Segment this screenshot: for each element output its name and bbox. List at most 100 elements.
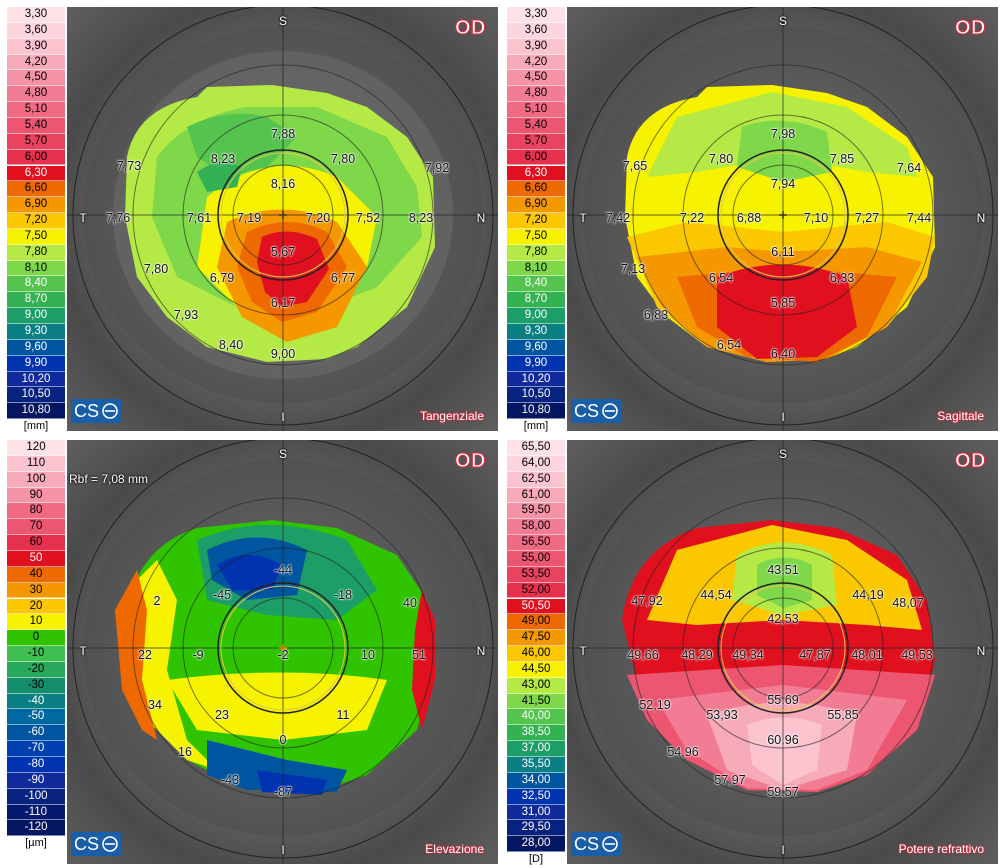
legend-step: 44,50	[507, 661, 565, 678]
map-value-label: 10	[361, 648, 375, 662]
legend-step: 8,10	[7, 260, 65, 277]
map-value-label: 8,40	[218, 338, 244, 352]
brand-logo: CS	[71, 832, 121, 856]
legend-step: 7,20	[7, 213, 65, 229]
map-value-label: 6,77	[330, 271, 356, 285]
legend-step: 47,50	[507, 630, 565, 647]
map-value-label: 7,98	[770, 127, 796, 141]
map-value-label: 7,19	[236, 211, 262, 225]
legend-step: 43,00	[507, 677, 565, 694]
panel-elevation-map[interactable]: 120 110 100 90 80 70 60 50 40 30 20 10 0 -10 -20 -30 -40…	[0, 433, 498, 864]
map-value-label: -45	[212, 588, 232, 602]
corneal-color-map	[622, 520, 935, 792]
map-value-label: 6,11	[771, 245, 795, 259]
color-scale-legend: 120 110 100 90 80 70 60 50 40 30 20 10 0 -10 -20 -30 -40…	[0, 433, 67, 863]
color-scale-legend: 3,30 3,60 3,90 4,20 4,50 4,80 5,10 5,40 5,70 6,00…	[0, 0, 67, 432]
map-value-label: 2	[153, 594, 161, 608]
map-value-label: 6,17	[270, 296, 296, 310]
panel-tangential-map[interactable]: 3,30 3,60 3,90 4,20 4,50 4,80 5,10 5,40 5,70 6,00…	[0, 0, 498, 432]
map-value-label: 48,07	[892, 596, 924, 610]
legend-step: 3,90	[7, 38, 65, 55]
legend-step: 32,50	[507, 788, 565, 805]
legend-step: -10	[7, 646, 65, 662]
legend-step: 70	[7, 519, 65, 536]
map-value-label: 6,54	[708, 271, 734, 285]
legend-step: 0	[7, 630, 65, 647]
legend-step: -100	[7, 788, 65, 805]
legend-step: -110	[7, 804, 65, 821]
panel-refractive-power-map[interactable]: 65,50 64,00 62,50 61,00 59,50 58,00 56,50 55,00…	[500, 433, 998, 866]
topography-map[interactable]: S I T N 7,98 7,65 7,80 7,85 7,64 7,94 7,42 7,22…	[567, 7, 998, 431]
legend-step: 4,20	[7, 54, 65, 71]
legend-step: 41,50	[507, 693, 565, 710]
legend-step: 34,00	[507, 772, 565, 789]
brand-logo: CS	[571, 399, 621, 423]
legend-step: 59,50	[507, 503, 565, 520]
map-value-label: 55,69	[767, 693, 799, 707]
legend-step: 38,50	[507, 725, 565, 742]
legend-step: 9,60	[507, 339, 565, 356]
map-value-label: 6,40	[770, 347, 796, 361]
map-value-label: 16	[178, 745, 192, 759]
legend-step: 8,70	[507, 292, 565, 309]
panel-sagittal-map[interactable]: 3,30 3,60 3,90 4,20 4,50 4,80 5,10 5,40 5,70 6,00…	[500, 0, 998, 432]
legend-step: 9,90	[507, 355, 565, 372]
axis-inferior-label: I	[281, 843, 285, 857]
legend-step: 50,50	[507, 598, 565, 615]
topography-map[interactable]: S I T N 43,51 47,92 44,54 44,19 48,07 42,53 49…	[567, 440, 998, 864]
map-type-title: Sagittale	[937, 409, 984, 423]
axis-temporal-label: T	[579, 211, 587, 225]
legend-step: 31,00	[507, 804, 565, 821]
legend-step: 10,50	[507, 387, 565, 404]
map-value-label: 47,87	[799, 648, 831, 662]
map-graphic	[567, 7, 998, 431]
legend-step: 5,40	[7, 117, 65, 134]
legend-step: 110	[7, 455, 65, 472]
axis-inferior-label: I	[281, 410, 285, 424]
legend-step: 40	[7, 566, 65, 583]
legend-step: 64,00	[507, 455, 565, 472]
eye-indicator: OD	[955, 17, 987, 40]
axis-superior-label: S	[278, 447, 288, 461]
map-value-label: 7,76	[105, 211, 131, 225]
map-value-label: 47,92	[631, 594, 663, 608]
legend-step: 55,00	[507, 550, 565, 567]
legend-step: 9,30	[7, 324, 65, 340]
map-value-label: -9	[192, 648, 204, 662]
legend-step: 6,90	[507, 197, 565, 214]
legend-step: 20	[7, 598, 65, 615]
legend-step: 10,20	[7, 371, 65, 388]
map-value-label: 48,29	[681, 648, 713, 662]
map-value-label: 7,94	[770, 177, 796, 191]
legend-step: 9,00	[507, 308, 565, 324]
legend-step: 3,30	[7, 7, 65, 23]
map-value-label: 53,93	[706, 708, 738, 722]
legend-step: 58,00	[507, 519, 565, 536]
topography-map[interactable]: S I T N -44 -45 -18 2 40 22 -9 -2 10 51 34 23 11 16 0 -…	[67, 440, 498, 864]
legend-step: 7,80	[7, 244, 65, 261]
map-value-label: 7,52	[355, 211, 381, 225]
axis-superior-label: S	[278, 14, 288, 28]
legend-unit: [D]	[528, 853, 544, 866]
legend-step: 3,30	[507, 7, 565, 23]
legend-step: 56,50	[507, 535, 565, 551]
map-type-title: Elevazione	[425, 842, 484, 856]
map-value-label: 59,57	[767, 785, 799, 799]
map-value-label: 23	[215, 708, 229, 722]
map-value-label: 7,85	[829, 152, 855, 166]
legend-step: 120	[7, 440, 65, 456]
legend-step: 6,30	[507, 165, 565, 182]
map-value-label: 52,19	[639, 698, 671, 712]
topography-map[interactable]: S I T N 7,88 8,23 7,80 7,73 7,92 8,16 7,76 7,61…	[67, 7, 498, 431]
map-value-label: 9,00	[270, 347, 296, 361]
map-value-label: 7,42	[605, 211, 631, 225]
corneal-color-map	[115, 520, 435, 795]
legend-step: 52,00	[507, 582, 565, 599]
axis-nasal-label: N	[976, 211, 986, 225]
legend-step: 53,50	[507, 566, 565, 583]
legend-step: 6,00	[507, 149, 565, 166]
legend-step: -40	[7, 693, 65, 710]
legend-step: 4,50	[507, 70, 565, 87]
legend-step: 6,30	[7, 165, 65, 182]
map-value-label: 5,67	[270, 245, 296, 259]
